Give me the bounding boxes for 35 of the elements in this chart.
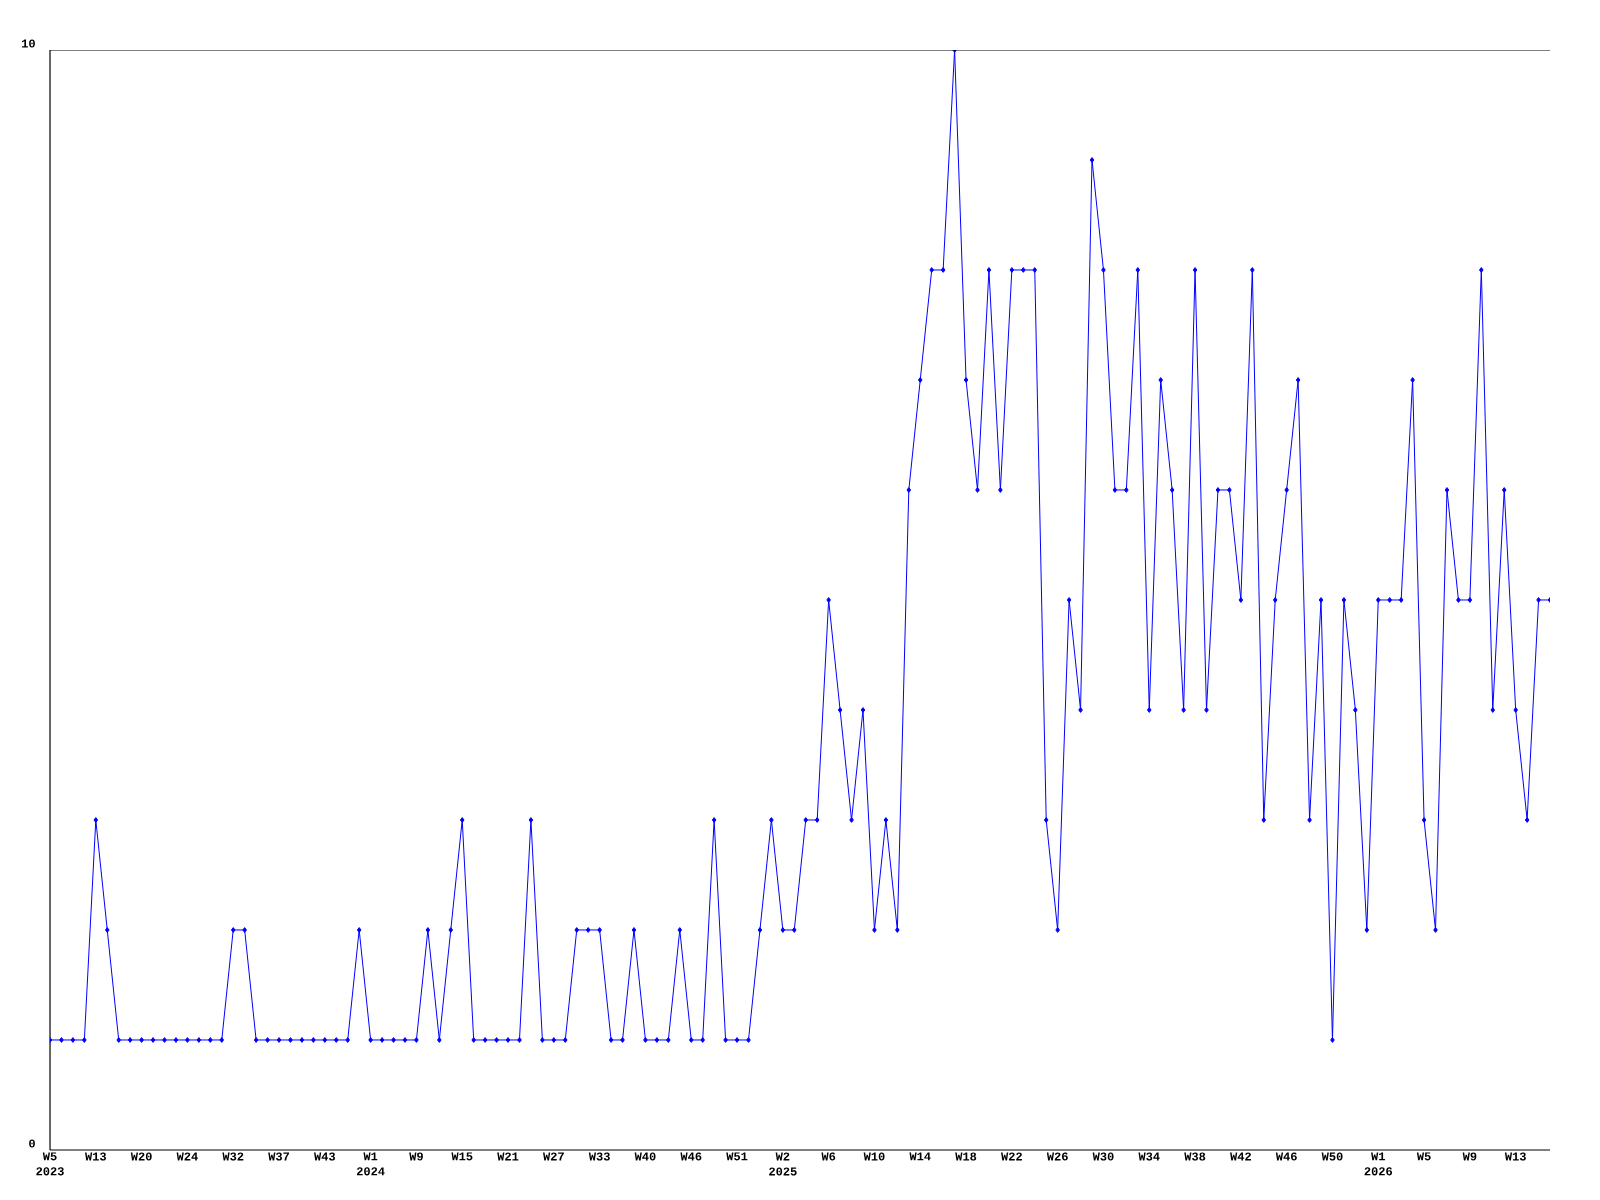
x-tick-label: W50 bbox=[1321, 1152, 1343, 1161]
x-tick-label: W46 bbox=[1275, 1152, 1297, 1161]
x-tick-label: W6 bbox=[821, 1152, 836, 1161]
x-tick-label: W5 bbox=[1416, 1152, 1431, 1161]
x-tick-label: W30 bbox=[1092, 1152, 1114, 1161]
x-tick-label: W42 bbox=[1230, 1152, 1251, 1161]
x-tick-label: W26 bbox=[1046, 1152, 1068, 1161]
x-tick-label: W43 bbox=[314, 1152, 336, 1161]
x-tick-label: W1 2026 bbox=[1364, 1152, 1392, 1176]
x-tick-label: W14 bbox=[909, 1152, 931, 1161]
x-tick-label: W40 bbox=[634, 1152, 656, 1161]
x-tick-label: W37 bbox=[268, 1152, 290, 1161]
x-tick-label: W21 bbox=[497, 1152, 519, 1161]
x-tick-label: W24 bbox=[176, 1152, 198, 1161]
x-tick-label: W13 bbox=[1504, 1152, 1526, 1161]
x-tick-label: W9 bbox=[1462, 1152, 1477, 1161]
x-tick-label: W32 bbox=[222, 1152, 244, 1161]
x-tick-label: W2 2025 bbox=[769, 1152, 797, 1176]
x-tick-label: W38 bbox=[1184, 1152, 1206, 1161]
y-tick-label: 10 bbox=[22, 39, 35, 48]
x-tick-label: W15 bbox=[451, 1152, 473, 1161]
x-tick-label: W9 bbox=[409, 1152, 423, 1161]
x-tick-label: W10 bbox=[863, 1152, 885, 1161]
x-tick-label: W18 bbox=[955, 1152, 977, 1161]
x-tick-label: W22 bbox=[1001, 1152, 1022, 1161]
x-tick-label: W13 bbox=[85, 1152, 106, 1161]
x-tick-label: W33 bbox=[588, 1152, 610, 1161]
x-tick-label: W5 2023 bbox=[36, 1152, 64, 1176]
x-tick-label: W51 bbox=[726, 1152, 748, 1161]
x-tick-label: W20 bbox=[130, 1152, 152, 1161]
y-tick-label: 0 bbox=[29, 1139, 35, 1148]
x-tick-label: W46 bbox=[680, 1152, 702, 1161]
x-tick-label: W27 bbox=[543, 1152, 564, 1161]
x-tick-label: W34 bbox=[1138, 1152, 1160, 1161]
x-tick-label: W1 2024 bbox=[356, 1152, 385, 1176]
